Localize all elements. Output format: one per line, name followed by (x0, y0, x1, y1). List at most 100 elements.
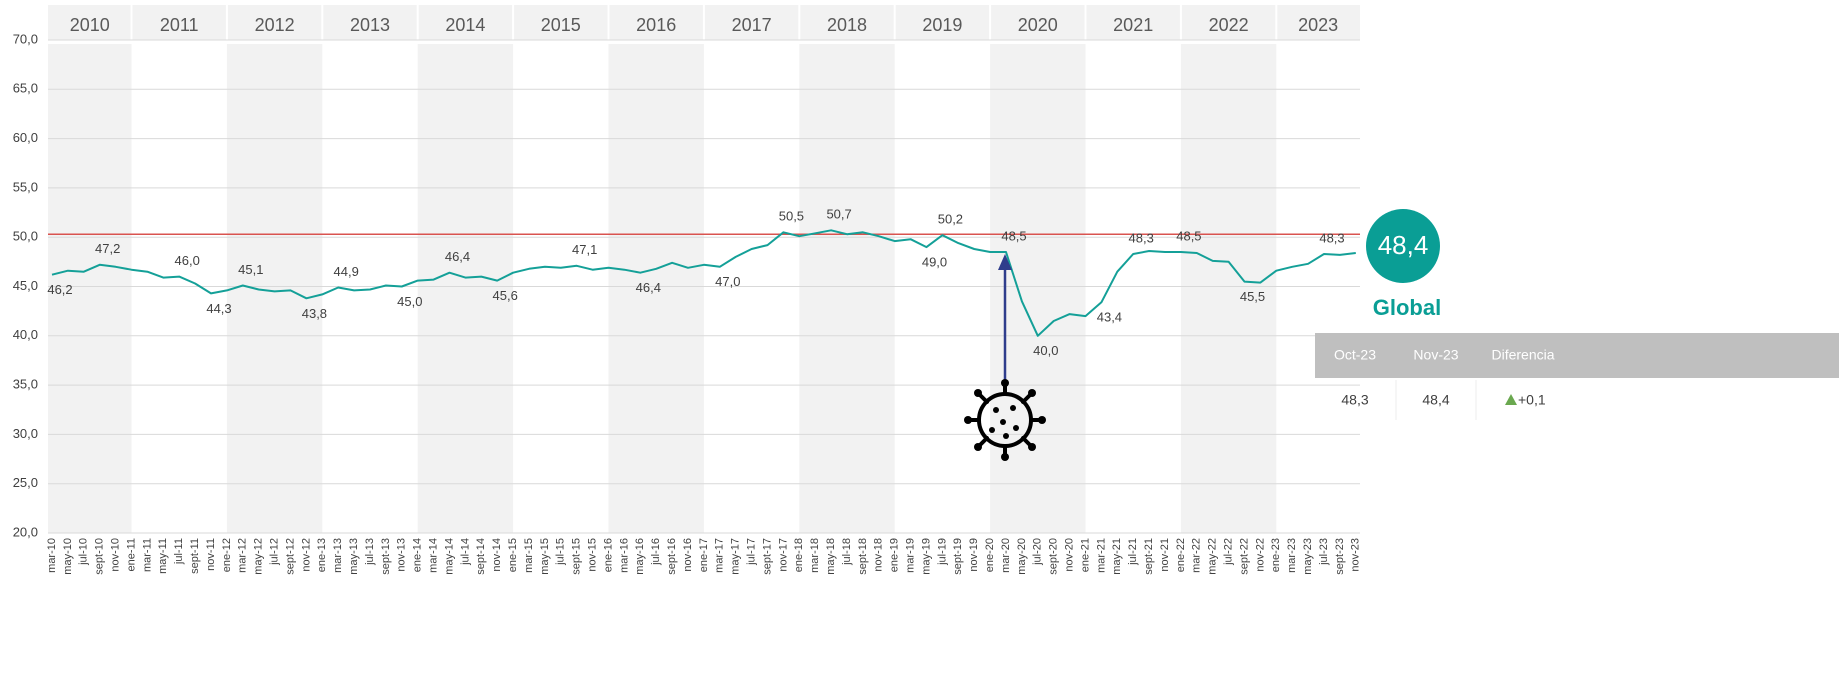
year-header (131, 5, 227, 40)
year-band (48, 44, 132, 533)
x-tick-label: ene-16 (602, 538, 614, 572)
value-label: 45,1 (238, 262, 263, 277)
x-tick-label: nov-13 (396, 538, 408, 572)
x-tick-label: ene-14 (412, 538, 424, 572)
table-column: Oct-23 (1334, 347, 1376, 363)
x-tick-label: may-14 (443, 538, 455, 575)
x-tick-label: sept-14 (475, 538, 487, 575)
x-tick-label: sept-22 (1238, 538, 1250, 575)
table-column: Diferencia (1491, 347, 1554, 363)
y-tick-label: 20,0 (13, 524, 38, 539)
value-label: 46,0 (175, 253, 200, 268)
x-tick-label: jul-13 (364, 538, 376, 566)
value-label: 48,3 (1129, 230, 1154, 245)
x-tick-label: sept-18 (857, 538, 869, 575)
x-tick-label: jul-18 (841, 538, 853, 566)
x-tick-label: mar-15 (523, 538, 535, 573)
x-tick-label: may-13 (348, 538, 360, 575)
x-tick-label: may-11 (157, 538, 169, 574)
x-tick-label: mar-18 (809, 538, 821, 573)
x-tick-label: ene-15 (507, 538, 519, 572)
x-tick-label: nov-23 (1350, 538, 1362, 572)
value-label: 44,3 (206, 301, 231, 316)
table-column: Nov-23 (1413, 347, 1458, 363)
x-tick-label: nov-22 (1254, 538, 1266, 572)
year-header (608, 5, 704, 40)
x-tick-label: jul-10 (78, 538, 90, 566)
year-label: 2016 (636, 15, 676, 35)
x-tick-label: may-10 (62, 538, 74, 575)
x-tick-label: sept-15 (571, 538, 583, 575)
x-tick-label: ene-13 (316, 538, 328, 572)
x-tick-label: jul-12 (269, 538, 281, 566)
year-label: 2023 (1298, 15, 1338, 35)
year-header (322, 5, 418, 40)
year-band (226, 44, 323, 533)
series-line (51, 229, 1356, 337)
arrow-head (998, 254, 1012, 270)
year-header (48, 5, 132, 40)
x-tick-label: mar-10 (46, 538, 58, 573)
value-label: 48,5 (1001, 228, 1026, 243)
x-tick-label: ene-23 (1270, 538, 1282, 572)
x-tick-label: nov-10 (110, 538, 122, 572)
x-tick-label: may-23 (1302, 538, 1314, 575)
x-tick-label: jul-19 (936, 538, 948, 566)
value-label: 45,6 (493, 288, 518, 303)
x-tick-label: ene-18 (793, 538, 805, 572)
x-tick-label: mar-23 (1286, 538, 1298, 573)
x-tick-label: ene-19 (889, 538, 901, 572)
x-tick-label: jul-17 (746, 538, 758, 566)
x-tick-label: ene-17 (698, 538, 710, 572)
year-label: 2012 (255, 15, 295, 35)
x-tick-label: sept-20 (1048, 538, 1060, 575)
virus-icon (964, 379, 1046, 461)
year-label: 2010 (70, 15, 110, 35)
year-header (799, 5, 895, 40)
x-tick-label: mar-17 (714, 538, 726, 573)
x-tick-label: jul-15 (555, 538, 567, 566)
table-cell: +0,1 (1518, 392, 1546, 408)
x-tick-label: ene-11 (125, 538, 137, 571)
x-tick-label: may-17 (730, 538, 742, 575)
value-label: 43,8 (302, 306, 327, 321)
value-label: 49,0 (922, 254, 947, 269)
x-tick-label: nov-11 (205, 538, 217, 571)
value-label: 40,0 (1033, 343, 1058, 358)
year-header (894, 5, 991, 40)
year-label: 2015 (541, 15, 581, 35)
year-header (513, 5, 609, 40)
y-tick-label: 45,0 (13, 278, 38, 293)
value-label: 48,5 (1176, 228, 1201, 243)
x-tick-label: nov-15 (587, 538, 599, 572)
year-band (799, 44, 895, 533)
x-tick-label: nov-16 (682, 538, 694, 572)
x-tick-label: sept-23 (1334, 538, 1346, 575)
x-tick-label: ene-21 (1079, 538, 1091, 572)
x-tick-label: jul-23 (1318, 538, 1330, 566)
x-tick-label: nov-21 (1159, 538, 1171, 572)
plot: 46,2 47,2 46,0 44,3 45,1 43,8 44,9 45,0 46,4 45,6… (47, 207, 1360, 358)
x-tick-label: jul-20 (1032, 538, 1044, 566)
grid: 20,0 25,0 30,0 35,0 40,0 45,0 50,0 55,0 60,0 65,0… (13, 31, 1362, 574)
x-tick-label: ene-20 (984, 538, 996, 572)
x-tick-label: sept-19 (952, 538, 964, 575)
x-tick-label: sept-12 (284, 538, 296, 575)
x-tick-label: ene-22 (1175, 538, 1187, 572)
x-tick-label: mar-21 (1095, 538, 1107, 573)
x-tick-label: sept-21 (1143, 538, 1155, 575)
x-tick-label: sept-17 (761, 538, 773, 575)
y-tick-label: 30,0 (13, 426, 38, 441)
x-tick-label: jul-14 (459, 538, 471, 566)
x-tick-label: jul-11 (173, 538, 185, 565)
x-tick-label: nov-19 (968, 538, 980, 572)
kpi-label: Global (1373, 295, 1441, 320)
x-tick-label: may-18 (825, 538, 837, 575)
up-triangle (1505, 394, 1517, 405)
y-tick-label: 35,0 (13, 377, 38, 392)
y-tick-label: 60,0 (13, 130, 38, 145)
y-tick-label: 55,0 (13, 179, 38, 194)
x-tick-label: sept-10 (94, 538, 106, 575)
year-header (1276, 5, 1360, 40)
